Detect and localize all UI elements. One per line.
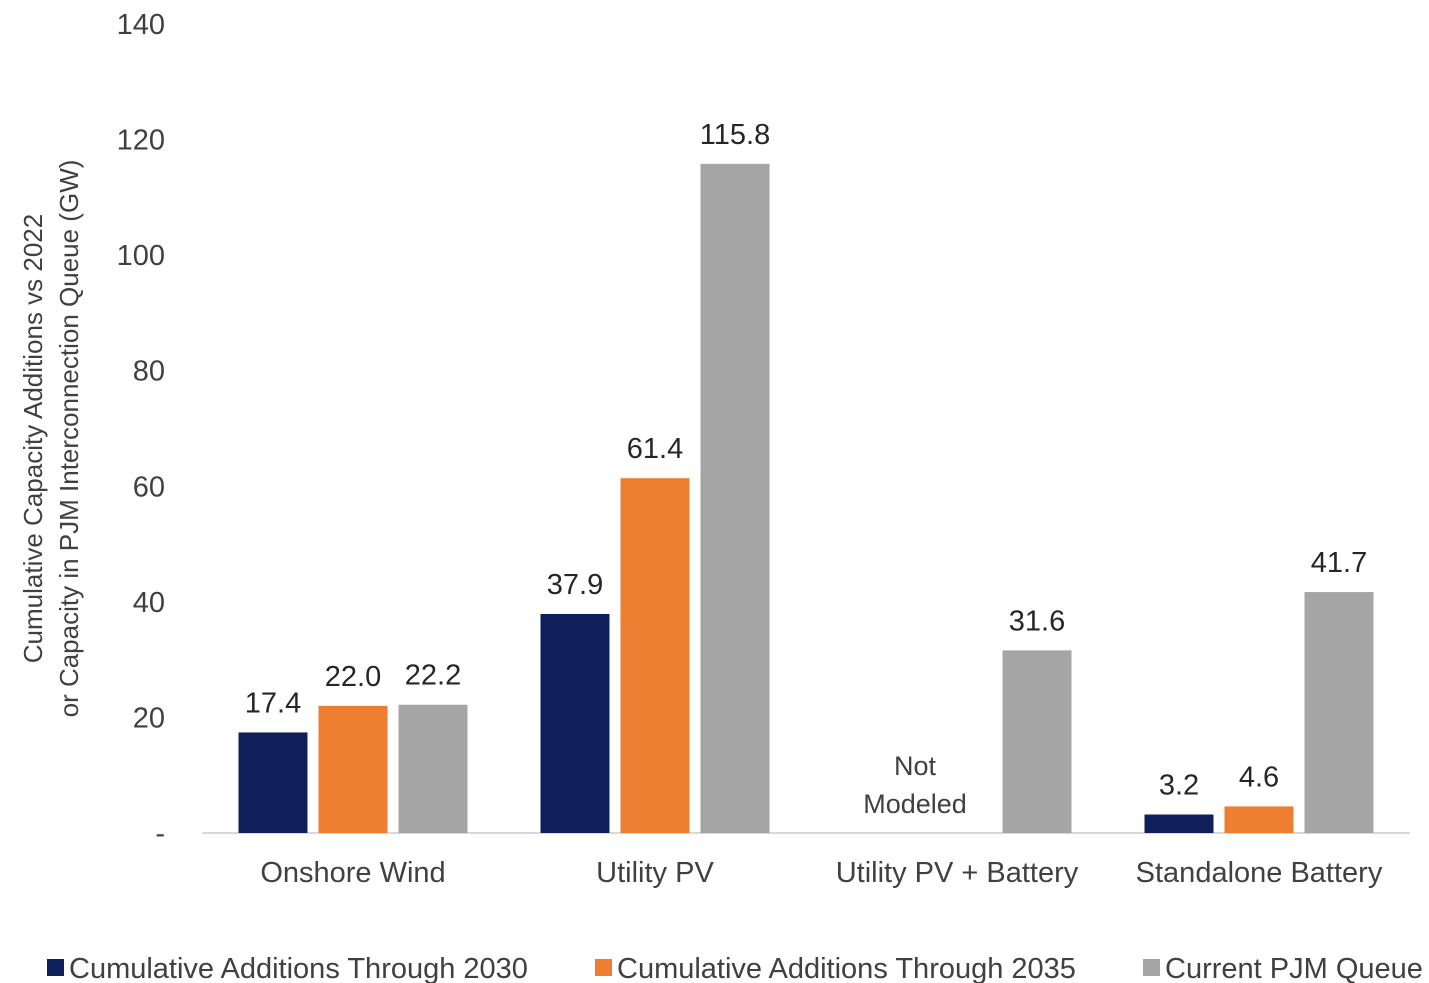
data-label: 31.6 — [1009, 605, 1065, 637]
x-axis-category-labels: Onshore Wind Utility PV Utility PV + Batte… — [260, 857, 1383, 889]
legend-label: Current PJM Queue — [1165, 953, 1423, 983]
y-tick-label: - — [155, 818, 165, 850]
not-modeled-annotation: Not Modeled — [863, 751, 967, 819]
data-label: 22.0 — [325, 661, 381, 693]
annotation-line: Not — [894, 751, 937, 781]
bars — [238, 163, 1374, 833]
annotation-line: Modeled — [863, 789, 967, 819]
data-labels: 17.4 22.0 22.2 37.9 61.4 115.8 31.6 3.2 4.6 41.7 — [245, 119, 1367, 802]
x-category-label: Standalone Battery — [1136, 857, 1383, 889]
data-label: 4.6 — [1239, 761, 1279, 793]
data-label: 22.2 — [405, 660, 461, 692]
legend-item: Cumulative Additions Through 2030 — [47, 953, 528, 983]
y-tick-label: 100 — [117, 240, 165, 272]
data-label: 41.7 — [1311, 547, 1367, 579]
bar — [238, 732, 308, 833]
y-axis-ticks: - 20 40 60 80 100 120 140 — [117, 9, 165, 850]
legend-label: Cumulative Additions Through 2035 — [617, 953, 1076, 983]
legend-swatch — [595, 959, 612, 976]
y-axis-title-line: or Capacity in PJM Interconnection Queue… — [54, 160, 84, 718]
bar — [700, 163, 770, 833]
bar — [398, 704, 468, 833]
y-tick-label: 60 — [133, 471, 165, 503]
bar — [1144, 814, 1214, 833]
legend: Cumulative Additions Through 2030 Cumulat… — [47, 953, 1423, 983]
y-tick-label: 20 — [133, 702, 165, 734]
y-tick-label: 80 — [133, 356, 165, 388]
data-label: 37.9 — [547, 569, 603, 601]
data-label: 17.4 — [245, 687, 301, 719]
data-label: 115.8 — [700, 119, 770, 151]
x-category-label: Utility PV + Battery — [836, 857, 1079, 889]
bar — [1304, 592, 1374, 833]
x-category-label: Utility PV — [596, 857, 714, 889]
x-category-label: Onshore Wind — [260, 857, 445, 889]
y-tick-label: 140 — [117, 9, 165, 41]
y-tick-label: 40 — [133, 587, 165, 619]
bar — [318, 705, 388, 833]
data-label: 3.2 — [1159, 770, 1199, 802]
y-axis-title: Cumulative Capacity Additions vs 2022 or … — [18, 160, 84, 718]
bar — [620, 478, 690, 833]
legend-item: Cumulative Additions Through 2035 — [595, 953, 1076, 983]
legend-swatch — [47, 959, 64, 976]
y-axis-title-line: Cumulative Capacity Additions vs 2022 — [18, 214, 48, 663]
legend-item: Current PJM Queue — [1143, 953, 1423, 983]
y-tick-label: 120 — [117, 125, 165, 157]
legend-label: Cumulative Additions Through 2030 — [69, 953, 528, 983]
bar — [540, 613, 610, 833]
bar — [1002, 650, 1072, 833]
data-label: 61.4 — [627, 433, 683, 465]
legend-swatch — [1143, 959, 1160, 976]
bar — [1224, 806, 1294, 833]
